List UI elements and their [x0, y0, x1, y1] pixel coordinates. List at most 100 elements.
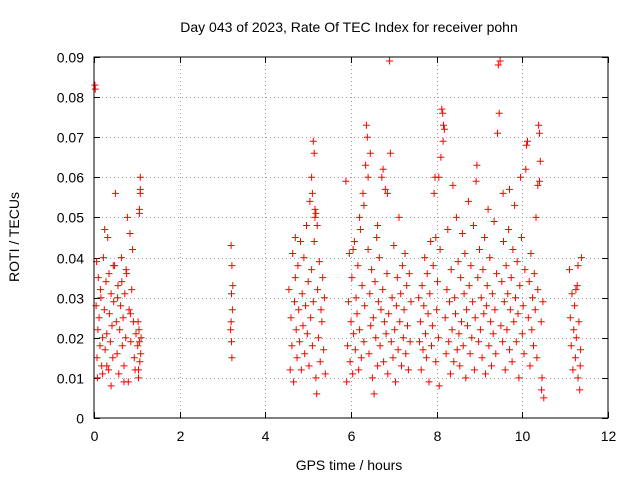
- data-point: [317, 306, 325, 314]
- data-point: [516, 282, 524, 290]
- data-point: [420, 302, 428, 310]
- data-point: [529, 294, 537, 302]
- data-point: [109, 262, 117, 270]
- grid-layer: [94, 57, 608, 418]
- data-point: [506, 346, 513, 354]
- data-point: [356, 213, 364, 221]
- data-point: [350, 330, 358, 338]
- data-point: [345, 250, 353, 257]
- data-point: [576, 386, 584, 394]
- data-point: [114, 282, 122, 290]
- data-point: [355, 366, 363, 374]
- x-tick-label: 0: [91, 428, 99, 444]
- data-point: [228, 306, 236, 314]
- data-point: [514, 310, 522, 318]
- data-point: [442, 350, 450, 358]
- data-point: [364, 246, 372, 253]
- data-point: [501, 366, 509, 374]
- data-point: [443, 286, 451, 294]
- data-point: [452, 213, 460, 221]
- y-tick-label: 0.07: [57, 130, 84, 146]
- data-point: [577, 346, 585, 354]
- data-point: [407, 298, 415, 306]
- data-point: [136, 185, 144, 193]
- data-point: [519, 302, 527, 310]
- data-point: [374, 222, 382, 229]
- data-point: [421, 254, 429, 262]
- data-point: [109, 354, 117, 362]
- data-point: [391, 326, 399, 334]
- x-tick-label: 10: [515, 428, 531, 444]
- data-point: [110, 298, 118, 306]
- data-point: [310, 238, 318, 245]
- data-point: [117, 302, 125, 310]
- data-point: [135, 326, 143, 334]
- data-point: [520, 350, 528, 358]
- data-point: [511, 201, 519, 209]
- data-point: [351, 346, 359, 354]
- data-point: [347, 318, 355, 326]
- data-point: [111, 189, 119, 197]
- data-point: [494, 129, 501, 137]
- data-point: [437, 153, 445, 161]
- data-point: [518, 234, 525, 241]
- data-point: [522, 165, 530, 173]
- data-point: [134, 342, 142, 350]
- data-point: [372, 334, 380, 342]
- data-point: [518, 330, 526, 338]
- data-point: [105, 310, 113, 318]
- data-point: [308, 342, 316, 350]
- data-point: [430, 189, 438, 197]
- data-point: [424, 310, 432, 318]
- data-point: [316, 358, 324, 366]
- data-point: [135, 338, 143, 346]
- data-point: [350, 238, 358, 245]
- data-point: [456, 362, 464, 370]
- data-point: [116, 326, 124, 334]
- y-tick-label: 0.02: [57, 331, 84, 347]
- data-point: [574, 262, 582, 270]
- data-point: [379, 165, 387, 173]
- data-point: [346, 358, 354, 366]
- data-point: [572, 334, 580, 342]
- data-point: [100, 306, 108, 314]
- data-point: [389, 354, 397, 362]
- data-point: [494, 61, 502, 69]
- data-point: [349, 370, 357, 378]
- data-point: [467, 262, 475, 270]
- data-point: [493, 270, 501, 278]
- data-point: [488, 290, 496, 298]
- y-tick-label: 0.04: [57, 251, 84, 267]
- data-point: [406, 338, 414, 346]
- data-point: [499, 189, 507, 197]
- y-tick-label: 0.03: [57, 291, 84, 307]
- data-point: [344, 342, 352, 350]
- data-point: [311, 213, 319, 221]
- data-point: [366, 290, 374, 298]
- data-point: [468, 334, 476, 342]
- data-point: [387, 338, 395, 346]
- data-point: [288, 342, 296, 350]
- data-point: [380, 358, 388, 366]
- data-point: [105, 270, 113, 278]
- data-point: [118, 278, 126, 286]
- data-point: [386, 149, 394, 157]
- data-point: [422, 354, 430, 362]
- x-axis-label: GPS time / hours: [296, 457, 403, 473]
- data-point: [382, 330, 390, 338]
- data-point: [426, 290, 434, 298]
- data-point: [403, 282, 411, 290]
- y-axis-label: ROTI / TECUs: [6, 192, 22, 282]
- data-point: [398, 362, 405, 370]
- data-point: [485, 342, 493, 350]
- data-point: [450, 358, 458, 366]
- data-point: [535, 121, 543, 129]
- data-point: [574, 374, 582, 382]
- x-tick-label: 6: [348, 428, 356, 444]
- data-point: [538, 374, 546, 382]
- data-point: [481, 234, 489, 241]
- data-point: [497, 322, 505, 330]
- data-point: [367, 322, 375, 330]
- data-point: [120, 362, 128, 370]
- data-point: [229, 282, 237, 290]
